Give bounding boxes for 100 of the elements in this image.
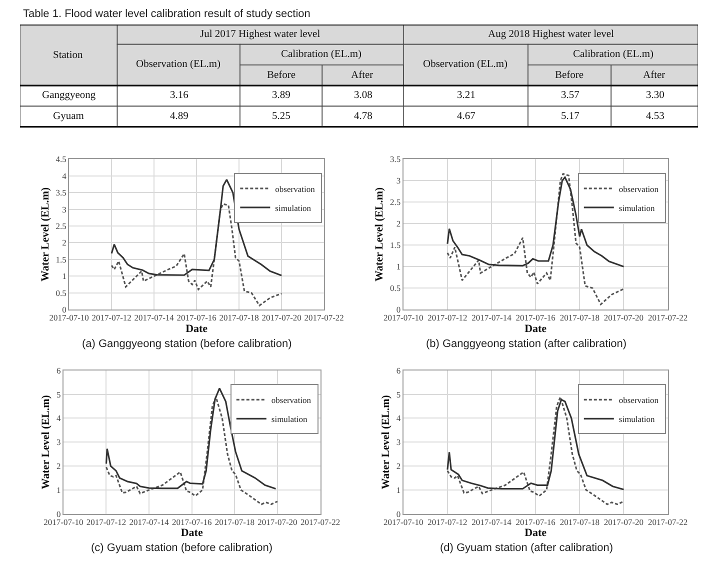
y-tick-label: 4.5 [56, 154, 66, 164]
x-axis-title: Date [524, 527, 547, 540]
text: (a) Ganggyeong station (before calibration) [82, 338, 292, 350]
legend-label: observation [618, 184, 660, 194]
text: 4.53 [646, 111, 664, 122]
y-tick-label: 2 [62, 238, 66, 248]
legend-label: observation [618, 394, 660, 405]
y-tick-label: 6 [56, 365, 61, 376]
text: Aug 2018 Highest water level [488, 29, 614, 40]
y-tick-label: 1.5 [390, 240, 401, 250]
x-tick-label: 2017-07-20 [604, 312, 644, 323]
legend-label: observation [275, 184, 316, 194]
y-tick-label: 0 [396, 304, 401, 314]
y-tick-label: 3 [62, 204, 66, 214]
text: Ganggyeong [42, 90, 96, 101]
x-tick-label: 2017-07-12 [428, 312, 468, 323]
x-tick-label: 2017-07-16 [516, 312, 556, 323]
x-tick-label: 2017-07-22 [300, 517, 340, 528]
text: Before [555, 70, 584, 81]
y-tick-label: 4 [396, 413, 402, 424]
x-tick-label: 2017-07-12 [86, 517, 126, 528]
y-axis-title: Water Level (EL.m) [39, 186, 52, 282]
text: 3.30 [646, 90, 664, 101]
text: Observation (EL.m) [423, 59, 508, 70]
x-tick-label: 2017-07-14 [472, 312, 512, 323]
x-tick-label: 2017-07-22 [304, 312, 344, 323]
y-tick-label: 3 [396, 176, 401, 186]
y-tick-label: 2 [56, 461, 61, 472]
y-tick-label: 5 [56, 389, 61, 400]
y-tick-label: 0 [56, 508, 61, 519]
x-tick-label: 2017-07-10 [384, 517, 424, 528]
text: After [351, 70, 374, 81]
x-tick-label: 2017-07-22 [648, 517, 688, 528]
text: Before [267, 70, 296, 81]
text: Jul 2017 Highest water level [200, 29, 320, 40]
text: 4.89 [170, 111, 188, 122]
text: (d) Gyuam station (after calibration) [440, 542, 614, 554]
y-tick-label: 3.5 [390, 154, 401, 164]
y-tick-label: 2 [396, 461, 401, 472]
y-tick-label: 3.5 [56, 188, 66, 198]
y-axis-title: Water Level (EL.m) [40, 394, 52, 490]
legend-label: simulation [271, 414, 308, 424]
text: Calibration (EL.m) [281, 49, 362, 60]
text: After [643, 70, 666, 81]
x-tick-label: 2017-07-16 [516, 517, 556, 528]
text: Station [53, 50, 84, 61]
y-tick-label: 0 [62, 304, 66, 314]
y-axis-title: Water Level (EL.m) [374, 186, 386, 282]
x-tick-label: 2017-07-12 [428, 517, 468, 528]
y-tick-label: 0.5 [390, 283, 401, 294]
text: 4.78 [354, 111, 372, 122]
x-tick-label: 2017-07-22 [648, 312, 688, 323]
x-tick-label: 2017-07-20 [604, 517, 644, 528]
y-tick-label: 1 [396, 262, 401, 272]
y-tick-label: 5 [396, 389, 401, 400]
text: 3.21 [457, 90, 476, 101]
text: (c) Gyuam station (before calibration) [91, 542, 273, 554]
x-tick-label: 2017-07-14 [129, 517, 170, 528]
x-tick-label: 2017-07-10 [44, 517, 84, 528]
x-tick-label: 2017-07-10 [384, 312, 424, 323]
x-tick-label: 2017-07-18 [219, 312, 259, 323]
text: 4.67 [457, 111, 476, 122]
x-tick-label: 2017-07-18 [560, 312, 600, 323]
y-axis-title: Water Level (EL.m) [380, 394, 392, 490]
y-tick-label: 6 [396, 365, 401, 376]
legend-label: simulation [618, 414, 656, 424]
y-tick-label: 1.5 [56, 254, 66, 264]
legend-label: observation [271, 394, 312, 405]
x-axis-title: Date [524, 322, 547, 335]
y-tick-label: 1 [396, 484, 401, 495]
x-axis-title: Date [180, 527, 203, 540]
x-axis-title: Date [186, 322, 208, 335]
y-tick-label: 3 [56, 437, 61, 448]
legend-label: simulation [275, 202, 312, 213]
y-tick-label: 0 [396, 508, 401, 519]
text: 3.08 [354, 90, 372, 101]
y-tick-label: 4 [62, 170, 68, 181]
x-tick-label: 2017-07-12 [92, 312, 132, 323]
text: (b) Ganggyeong station (after calibration) [426, 338, 627, 350]
x-tick-label: 2017-07-14 [134, 312, 175, 323]
x-tick-label: 2017-07-20 [258, 517, 298, 528]
y-tick-label: 0.5 [56, 288, 66, 298]
text: Table 1. Flood water level calibration result of study section [23, 8, 310, 20]
x-tick-label: 2017-07-14 [472, 517, 512, 528]
x-tick-label: 2017-07-18 [560, 517, 600, 528]
x-tick-label: 2017-07-20 [262, 312, 302, 323]
y-tick-label: 4 [56, 413, 62, 424]
x-tick-label: 2017-07-16 [172, 517, 212, 528]
y-tick-label: 2 [396, 218, 401, 229]
text: 3.57 [561, 90, 580, 101]
text: Gyuam [53, 111, 84, 122]
y-tick-label: 3 [396, 437, 401, 448]
text: 5.25 [272, 111, 290, 122]
text: Observation (EL.m) [136, 59, 222, 70]
text: Calibration (EL.m) [573, 49, 654, 60]
x-tick-label: 2017-07-16 [176, 312, 216, 323]
y-tick-label: 2.5 [390, 197, 401, 208]
text: 5.17 [561, 111, 580, 122]
text: 3.89 [272, 90, 290, 101]
legend-label: simulation [618, 202, 656, 213]
